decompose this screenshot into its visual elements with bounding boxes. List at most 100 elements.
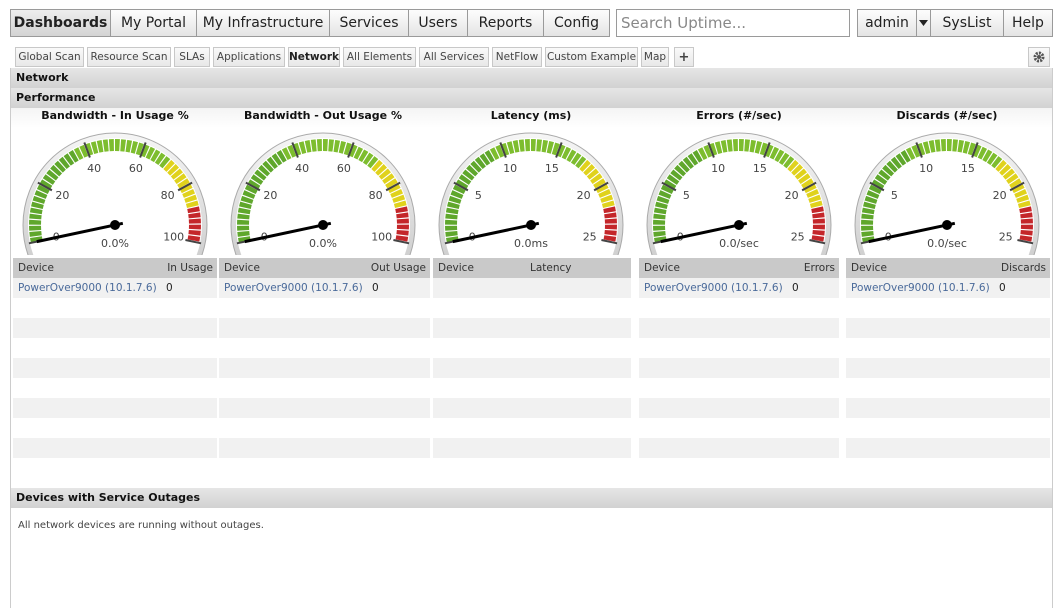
gauge-band xyxy=(254,169,267,181)
tab[interactable]: + xyxy=(674,47,694,67)
gauge-tick xyxy=(869,181,885,192)
gauge-band xyxy=(600,194,614,203)
gauge-band xyxy=(962,140,970,154)
gauge-tick xyxy=(707,142,715,158)
nav-button[interactable]: Dashboards xyxy=(10,9,111,37)
gauge-face xyxy=(28,138,202,255)
gauge-band xyxy=(759,142,768,156)
gauge-band xyxy=(73,147,84,161)
device-link[interactable]: PowerOver9000 (10.1.7.6) xyxy=(224,282,363,294)
tab[interactable]: Custom Example xyxy=(545,47,638,67)
gauge-band xyxy=(986,152,998,166)
gauge-band xyxy=(328,139,334,152)
gauge-band xyxy=(601,200,615,208)
tab[interactable]: NetFlow xyxy=(492,47,542,67)
gauge-band xyxy=(484,150,495,163)
metric-value: 0 xyxy=(999,282,1006,294)
gauge-band xyxy=(188,224,201,230)
gauge-band xyxy=(450,190,464,199)
gauge-band xyxy=(90,141,99,154)
gauge-title-row xyxy=(11,108,1052,128)
gauge-band xyxy=(653,207,667,215)
table-row: PowerOver9000 (10.1.7.6) 0 xyxy=(219,278,430,298)
gauge-band xyxy=(764,144,774,158)
gauge-band xyxy=(247,179,261,190)
gauge-tick xyxy=(291,142,299,158)
gauge-band xyxy=(29,213,42,220)
gauge-tick xyxy=(245,181,261,192)
nav-button[interactable]: SysList xyxy=(930,9,1004,37)
tab[interactable]: Applications xyxy=(213,47,285,67)
gauge-band xyxy=(187,235,201,242)
gauge: 0204060801000.0% xyxy=(230,132,416,255)
gauge-tick-label: 15 xyxy=(753,162,767,175)
gauge-band xyxy=(812,218,825,224)
nav-button[interactable]: My Infrastructure xyxy=(196,9,330,37)
gauge-band xyxy=(125,139,133,153)
device-table: Device Errors PowerOver9000 (10.1.7.6) 0 xyxy=(639,258,839,478)
gauge-band xyxy=(982,149,993,163)
gauge-band xyxy=(798,173,811,184)
column-header: Out Usage xyxy=(370,262,426,274)
tab[interactable]: Global Scan xyxy=(15,47,84,67)
nav-button[interactable]: Reports xyxy=(467,9,544,37)
gauge-tick-label: 20 xyxy=(263,189,277,202)
tab[interactable]: SLAs xyxy=(174,47,210,67)
gauge-tick xyxy=(453,181,469,192)
gauge-band xyxy=(878,169,891,181)
search-box[interactable]: Search Uptime... xyxy=(616,9,850,37)
admin-dropdown[interactable] xyxy=(916,9,931,37)
tab[interactable]: Map xyxy=(641,47,669,67)
gauge-band xyxy=(972,144,982,158)
gauge-value-label: 0.0ms xyxy=(514,237,548,250)
tab[interactable]: Resource Scan xyxy=(87,47,171,67)
gauge-band xyxy=(258,164,271,177)
tab[interactable]: All Elements xyxy=(343,47,416,67)
gauge: 05101520250.0ms xyxy=(438,132,624,255)
gauge-band xyxy=(338,140,346,154)
settings-tab[interactable] xyxy=(1028,47,1050,67)
table-header: Device Latency xyxy=(433,258,631,278)
table-row: PowerOver9000 (10.1.7.6) 0 xyxy=(639,278,839,298)
gauge-band xyxy=(806,189,820,198)
gauge-tick-label: 10 xyxy=(503,162,517,175)
nav-button[interactable]: admin xyxy=(857,9,917,37)
tab[interactable]: Network xyxy=(288,47,340,67)
gauge-band xyxy=(604,224,617,230)
device-table: Device Latency xyxy=(433,258,631,478)
tab[interactable]: All Services xyxy=(419,47,489,67)
nav-button[interactable]: Services xyxy=(329,9,409,37)
column-header: Device xyxy=(851,262,887,274)
gauge-band xyxy=(470,160,482,173)
gauge-band xyxy=(85,142,94,156)
gauge-tick xyxy=(385,181,401,192)
gauge-band xyxy=(462,169,475,181)
gauge-band xyxy=(188,229,201,236)
gauge-band xyxy=(348,144,358,158)
gauge-tick-label: 10 xyxy=(711,162,725,175)
gauge-band xyxy=(353,146,364,160)
nav-button[interactable]: Config xyxy=(543,9,610,37)
gauge-tick-label: 5 xyxy=(475,189,482,202)
gauge-band xyxy=(653,213,666,220)
gauge-band xyxy=(595,183,609,194)
gauge-band xyxy=(754,140,762,154)
nav-button[interactable]: Users xyxy=(408,9,468,37)
device-link[interactable]: PowerOver9000 (10.1.7.6) xyxy=(18,282,157,294)
gauge-band xyxy=(187,206,200,214)
gauge-band xyxy=(276,150,287,163)
device-link[interactable]: PowerOver9000 (10.1.7.6) xyxy=(851,282,990,294)
gauge-band xyxy=(732,139,738,152)
device-link[interactable]: PowerOver9000 (10.1.7.6) xyxy=(644,282,783,294)
gauge-band xyxy=(658,190,672,199)
gauge-band xyxy=(524,139,530,152)
nav-button[interactable]: My Portal xyxy=(110,9,197,37)
gauge-band xyxy=(604,212,617,219)
gauge-band xyxy=(385,178,398,189)
gauge-tick-label: 25 xyxy=(583,230,597,243)
gauge-band xyxy=(239,201,252,210)
gauge-band xyxy=(170,168,183,180)
nav-button[interactable]: Help xyxy=(1003,9,1053,37)
gauge-tick xyxy=(83,142,91,158)
gauge-tick-label: 15 xyxy=(961,162,975,175)
